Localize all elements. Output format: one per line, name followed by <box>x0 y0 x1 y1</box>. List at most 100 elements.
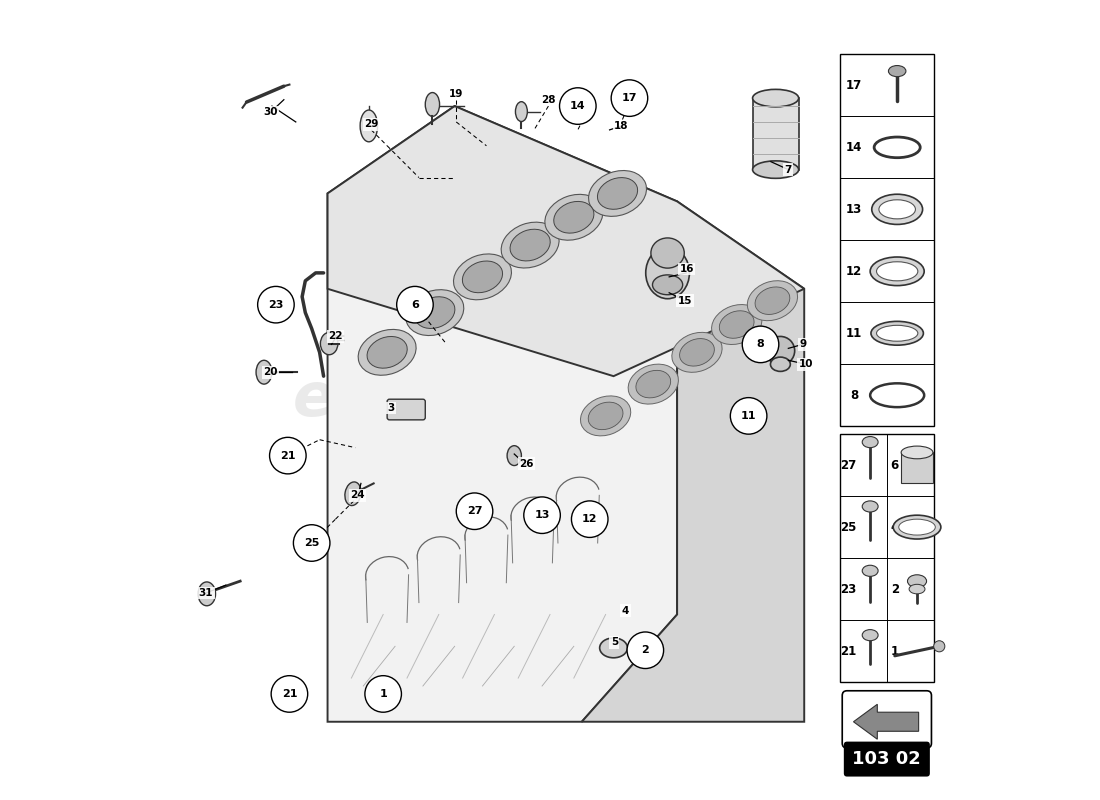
Circle shape <box>272 676 308 712</box>
Circle shape <box>456 493 493 530</box>
Ellipse shape <box>359 330 416 375</box>
Text: 16: 16 <box>680 264 694 274</box>
Text: 11: 11 <box>846 326 862 340</box>
Text: 14: 14 <box>570 101 585 111</box>
Ellipse shape <box>889 66 906 77</box>
Text: 27: 27 <box>466 506 482 516</box>
Text: 12: 12 <box>846 265 862 278</box>
Text: 18: 18 <box>614 121 629 131</box>
Ellipse shape <box>198 582 216 606</box>
Text: 31: 31 <box>199 588 213 598</box>
Text: 4: 4 <box>621 606 629 615</box>
Circle shape <box>612 80 648 116</box>
Text: 28: 28 <box>541 94 556 105</box>
Text: 23: 23 <box>839 582 856 595</box>
Ellipse shape <box>879 200 915 219</box>
Ellipse shape <box>862 566 878 576</box>
Text: 21: 21 <box>280 450 296 461</box>
Circle shape <box>730 398 767 434</box>
Ellipse shape <box>651 238 684 268</box>
Ellipse shape <box>588 402 623 430</box>
Text: 27: 27 <box>839 458 856 472</box>
Bar <box>840 54 934 426</box>
Text: 20: 20 <box>263 367 277 377</box>
Text: 23: 23 <box>268 300 284 310</box>
Ellipse shape <box>367 337 407 368</box>
Text: 1: 1 <box>891 645 899 658</box>
Ellipse shape <box>877 326 917 342</box>
Text: 15: 15 <box>678 296 692 306</box>
Ellipse shape <box>510 230 550 261</box>
Text: 25: 25 <box>304 538 319 548</box>
Ellipse shape <box>581 396 630 436</box>
Polygon shape <box>582 202 804 722</box>
Ellipse shape <box>588 170 647 216</box>
Ellipse shape <box>909 584 925 594</box>
Text: 8: 8 <box>757 339 764 350</box>
Text: 14: 14 <box>846 141 862 154</box>
Ellipse shape <box>516 102 527 122</box>
Ellipse shape <box>415 297 455 329</box>
Text: 10: 10 <box>799 359 813 370</box>
Ellipse shape <box>636 370 671 398</box>
Bar <box>752 98 799 170</box>
Circle shape <box>257 286 294 323</box>
Ellipse shape <box>871 194 923 225</box>
FancyBboxPatch shape <box>387 399 426 420</box>
Ellipse shape <box>453 254 512 300</box>
Text: eurospares: eurospares <box>294 370 680 430</box>
Circle shape <box>294 525 330 562</box>
Ellipse shape <box>871 322 923 345</box>
Ellipse shape <box>600 638 627 658</box>
Text: 17: 17 <box>621 93 637 103</box>
Text: 1: 1 <box>379 689 387 699</box>
Ellipse shape <box>899 519 935 535</box>
Text: 6: 6 <box>411 300 419 310</box>
Text: 12: 12 <box>582 514 597 524</box>
Ellipse shape <box>628 364 679 404</box>
Ellipse shape <box>770 357 790 371</box>
Polygon shape <box>328 106 804 376</box>
Text: 103 02: 103 02 <box>852 750 921 768</box>
Ellipse shape <box>870 257 924 286</box>
Text: 29: 29 <box>364 119 378 130</box>
Text: 6: 6 <box>891 458 899 472</box>
Text: 13: 13 <box>846 203 862 216</box>
Ellipse shape <box>752 90 799 107</box>
Circle shape <box>270 438 306 474</box>
Ellipse shape <box>553 202 594 233</box>
Text: 21: 21 <box>839 645 856 658</box>
Text: 4: 4 <box>891 521 899 534</box>
Ellipse shape <box>680 338 714 366</box>
Text: 26: 26 <box>519 458 534 469</box>
Text: 2: 2 <box>641 646 649 655</box>
Ellipse shape <box>597 178 638 210</box>
FancyBboxPatch shape <box>844 742 930 777</box>
Text: 3: 3 <box>387 403 395 413</box>
Ellipse shape <box>862 501 878 512</box>
Ellipse shape <box>345 482 361 506</box>
Text: 11: 11 <box>741 411 757 421</box>
Ellipse shape <box>462 261 503 293</box>
Circle shape <box>397 286 433 323</box>
FancyBboxPatch shape <box>843 690 932 748</box>
Circle shape <box>365 676 402 712</box>
Ellipse shape <box>862 437 878 448</box>
Text: 17: 17 <box>846 79 862 92</box>
Text: 2: 2 <box>891 582 899 595</box>
Text: 21: 21 <box>282 689 297 699</box>
Ellipse shape <box>320 333 338 354</box>
Ellipse shape <box>893 515 940 539</box>
Text: 25: 25 <box>839 521 856 534</box>
Ellipse shape <box>256 360 272 384</box>
Text: a passion for motoring since 1985: a passion for motoring since 1985 <box>333 454 640 473</box>
Text: 13: 13 <box>535 510 550 520</box>
Text: 8: 8 <box>850 389 858 402</box>
Polygon shape <box>328 106 678 722</box>
Ellipse shape <box>712 305 762 345</box>
Ellipse shape <box>877 262 917 281</box>
Ellipse shape <box>426 93 440 116</box>
Ellipse shape <box>672 332 722 372</box>
Ellipse shape <box>360 110 377 142</box>
Text: 22: 22 <box>328 331 343 342</box>
